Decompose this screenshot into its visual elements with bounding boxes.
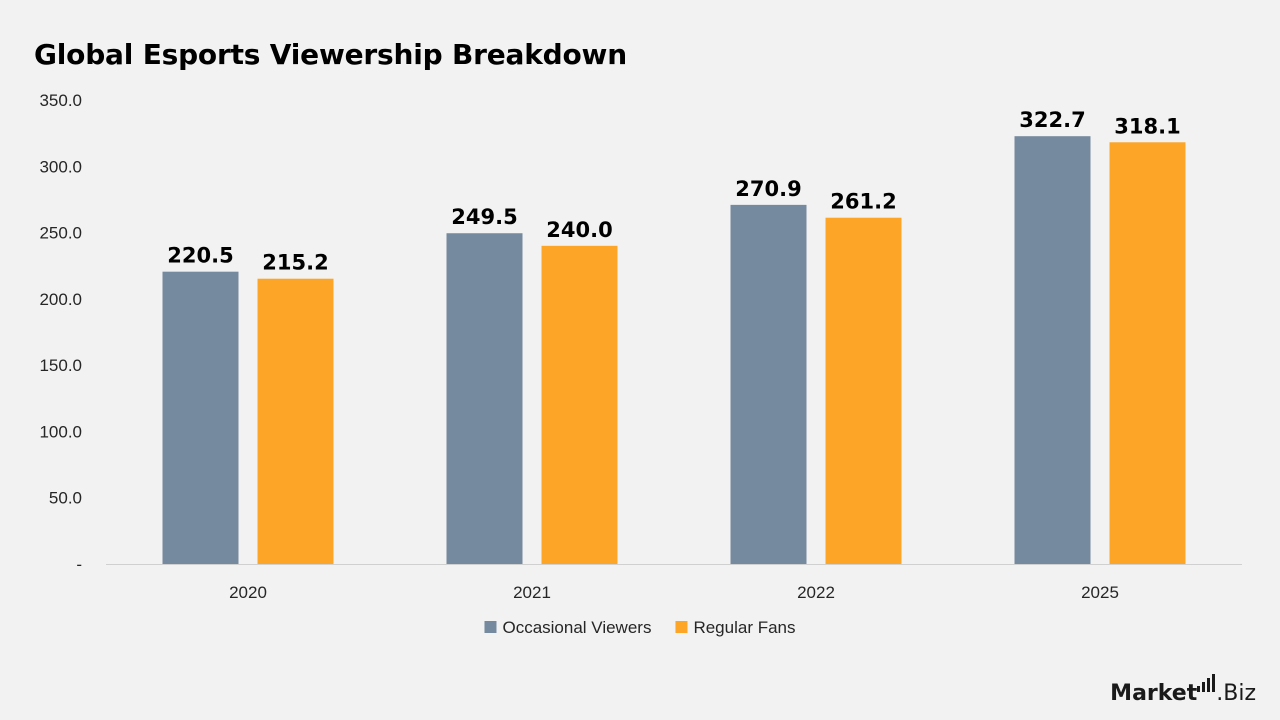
legend: Occasional Viewers Regular Fans — [484, 618, 796, 637]
data-label: 240.0 — [546, 218, 612, 242]
x-axis: 2020 2021 2022 2025 — [229, 583, 1119, 602]
x-tick-label: 2022 — [797, 583, 835, 602]
bar — [1109, 142, 1186, 564]
y-tick-label: 350.0 — [39, 91, 82, 110]
data-label: 249.5 — [451, 205, 517, 229]
bar — [446, 233, 523, 564]
brand-name-light: .Biz — [1216, 681, 1256, 706]
y-tick-label: 250.0 — [39, 224, 82, 243]
x-tick-label: 2020 — [229, 583, 267, 602]
y-tick-label: - — [76, 555, 82, 574]
data-label: 318.1 — [1114, 114, 1180, 138]
y-tick-label: 300.0 — [39, 157, 82, 176]
legend-label: Occasional Viewers — [502, 618, 651, 637]
bar — [541, 245, 618, 565]
value-labels: 220.5 215.2 249.5 240.0 270.9 261.2 322.7 318.1 — [167, 108, 1180, 275]
x-tick-label: 2025 — [1081, 583, 1119, 602]
y-tick-label: 50.0 — [49, 489, 82, 508]
x-tick-label: 2021 — [513, 583, 551, 602]
legend-label: Regular Fans — [693, 618, 795, 637]
brand-name-bold: Market — [1110, 681, 1198, 706]
data-label: 270.9 — [735, 177, 801, 201]
bar — [825, 217, 902, 564]
bar — [257, 278, 334, 564]
y-tick-label: 100.0 — [39, 422, 82, 441]
data-label: 322.7 — [1019, 108, 1085, 132]
bar — [162, 271, 239, 564]
brand-logo: Market .Biz — [1110, 674, 1256, 706]
y-tick-label: 200.0 — [39, 290, 82, 309]
bar — [730, 204, 807, 564]
brand-bars-icon — [1197, 674, 1216, 692]
bars — [162, 136, 1186, 565]
data-label: 220.5 — [167, 244, 233, 268]
legend-swatch — [675, 621, 688, 633]
data-label: 261.2 — [830, 190, 896, 214]
y-axis: - 50.0 100.0 150.0 200.0 250.0 300.0 350.0 — [39, 91, 82, 574]
legend-swatch — [484, 621, 497, 633]
bar — [1014, 136, 1091, 564]
y-tick-label: 150.0 — [39, 356, 82, 375]
chart-title: Global Esports Viewership Breakdown — [34, 38, 627, 71]
data-label: 215.2 — [262, 251, 328, 275]
